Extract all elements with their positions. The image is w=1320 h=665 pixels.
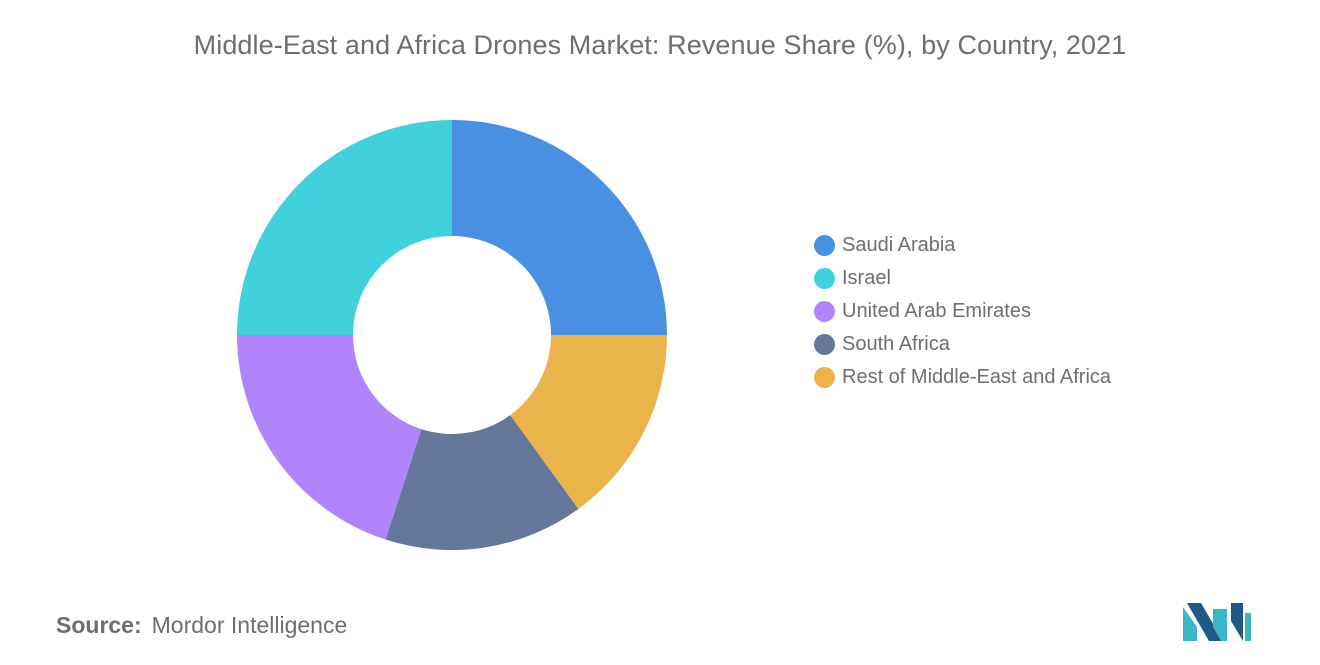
legend-swatch <box>814 301 835 322</box>
legend-label: South Africa <box>842 333 950 355</box>
legend-swatch <box>814 268 835 289</box>
donut-slice-rest-of-middle-east-and-africa <box>510 335 667 509</box>
legend-item: Saudi Arabia <box>814 229 1111 262</box>
donut-slice-united-arab-emirates <box>237 335 422 540</box>
legend-item: Israel <box>814 262 1111 295</box>
chart-title: Middle-East and Africa Drones Market: Re… <box>193 30 1127 60</box>
legend-label: Rest of Middle-East and Africa <box>842 366 1112 388</box>
legend-label: Saudi Arabia <box>842 234 956 256</box>
legend-label: United Arab Emirates <box>842 300 1031 322</box>
mordor-intelligence-logo-icon <box>1183 603 1251 641</box>
legend-swatch <box>814 367 835 388</box>
legend-item: South Africa <box>814 328 1111 361</box>
legend-label: Israel <box>842 267 891 289</box>
chart-legend: Saudi Arabia Israel United Arab Emirates So… <box>814 229 1111 394</box>
donut-slice-israel <box>237 120 452 335</box>
source-note: Source: Mordor Intelligence <box>56 612 347 639</box>
legend-swatch <box>814 334 835 355</box>
source-label: Source: <box>56 612 142 638</box>
legend-item: Rest of Middle-East and Africa <box>814 361 1111 394</box>
legend-swatch <box>814 235 835 256</box>
legend-item: United Arab Emirates <box>814 295 1111 328</box>
donut-slice-saudi-arabia <box>452 120 667 335</box>
donut-slice-south-africa <box>385 415 579 550</box>
source-value: Mordor Intelligence <box>151 612 348 638</box>
